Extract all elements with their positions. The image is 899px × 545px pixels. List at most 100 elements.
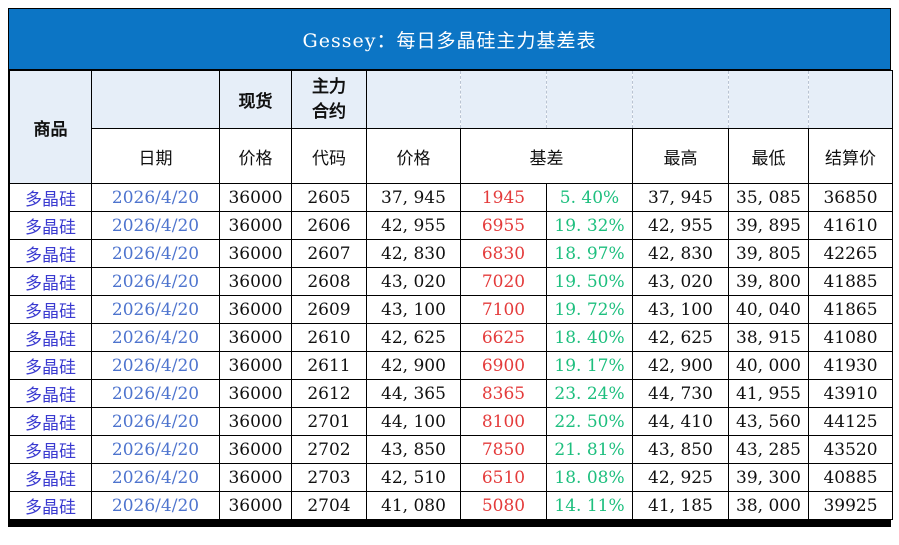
cell-basis: 6625 [460, 323, 547, 352]
cell-price: 43, 100 [366, 295, 461, 324]
cell-code: 2701 [291, 407, 367, 436]
header-area-cell [366, 70, 461, 129]
cell-high: 42, 900 [632, 351, 729, 380]
cell-spot: 36000 [219, 295, 292, 324]
header-row-fields: 日期 价格 代码 价格 基差 最高 最低 结算价 [10, 128, 893, 184]
header-date: 日期 [91, 128, 220, 184]
cell-product: 多晶硅 [9, 407, 92, 436]
header-area-cell [460, 70, 547, 129]
cell-basis: 8365 [460, 379, 547, 408]
cell-high: 37, 945 [632, 183, 729, 212]
cell-price: 41, 080 [366, 491, 461, 520]
cell-high: 44, 410 [632, 407, 729, 436]
cell-price: 43, 850 [366, 435, 461, 464]
cell-price: 42, 510 [366, 463, 461, 492]
header-basis: 基差 [460, 128, 633, 184]
cell-basis: 8100 [460, 407, 547, 436]
cell-price: 42, 955 [366, 211, 461, 240]
cell-product: 多晶硅 [9, 323, 92, 352]
cell-basis: 6900 [460, 351, 547, 380]
cell-low: 39, 800 [728, 267, 809, 296]
cell-spot: 36000 [219, 267, 292, 296]
header-area-cell [808, 70, 893, 129]
header-main-contract-group: 主力合约 [291, 70, 367, 129]
table-title-bar: Gessey：每日多晶硅主力基差表 [9, 9, 890, 70]
cell-basis: 7020 [460, 267, 547, 296]
cell-date: 2026/4/20 [91, 183, 220, 212]
table-body: 多晶硅 2026/4/20 36000 2605 37, 945 1945 5. 40% 37… [9, 183, 893, 520]
header-code: 代码 [291, 128, 367, 184]
cell-basis: 1945 [460, 183, 547, 212]
cell-low: 39, 895 [728, 211, 809, 240]
cell-date: 2026/4/20 [91, 239, 220, 268]
cell-product: 多晶硅 [9, 491, 92, 520]
table-row: 多晶硅 2026/4/20 36000 2608 43, 020 7020 19. 50% 4… [9, 267, 893, 296]
cell-settle: 42265 [808, 239, 893, 268]
cell-basis_pct: 19. 32% [546, 211, 633, 240]
cell-settle: 41885 [808, 267, 893, 296]
cell-code: 2609 [291, 295, 367, 324]
cell-price: 42, 900 [366, 351, 461, 380]
table-row: 多晶硅 2026/4/20 36000 2605 37, 945 1945 5. 40% 37… [9, 183, 893, 212]
cell-product: 多晶硅 [9, 239, 92, 268]
cell-high: 42, 955 [632, 211, 729, 240]
header-empty-cell [91, 70, 220, 129]
cell-settle: 43520 [808, 435, 893, 464]
cell-date: 2026/4/20 [91, 379, 220, 408]
table-row: 多晶硅 2026/4/20 36000 2702 43, 850 7850 21. 81% 4… [9, 435, 893, 464]
cell-product: 多晶硅 [9, 267, 92, 296]
cell-spot: 36000 [219, 463, 292, 492]
cell-date: 2026/4/20 [91, 491, 220, 520]
cell-low: 39, 300 [728, 463, 809, 492]
cell-product: 多晶硅 [9, 463, 92, 492]
cell-basis: 7100 [460, 295, 547, 324]
cell-code: 2606 [291, 211, 367, 240]
cell-date: 2026/4/20 [91, 295, 220, 324]
cell-high: 43, 020 [632, 267, 729, 296]
cell-basis_pct: 22. 50% [546, 407, 633, 436]
cell-product: 多晶硅 [9, 379, 92, 408]
cell-code: 2608 [291, 267, 367, 296]
cell-spot: 36000 [219, 351, 292, 380]
cell-code: 2607 [291, 239, 367, 268]
cell-date: 2026/4/20 [91, 267, 220, 296]
cell-settle: 43910 [808, 379, 893, 408]
cell-settle: 41865 [808, 295, 893, 324]
cell-code: 2610 [291, 323, 367, 352]
table-row: 多晶硅 2026/4/20 36000 2610 42, 625 6625 18. 40% 4… [9, 323, 893, 352]
header-spot-price: 价格 [219, 128, 292, 184]
cell-price: 37, 945 [366, 183, 461, 212]
cell-settle: 36850 [808, 183, 893, 212]
table-row: 多晶硅 2026/4/20 36000 2609 43, 100 7100 19. 72% 4… [9, 295, 893, 324]
cell-basis_pct: 14. 11% [546, 491, 633, 520]
header-low: 最低 [728, 128, 809, 184]
header-area-cell [728, 70, 809, 129]
header-area-cell [546, 70, 633, 129]
cell-price: 42, 625 [366, 323, 461, 352]
cell-price: 43, 020 [366, 267, 461, 296]
cell-date: 2026/4/20 [91, 323, 220, 352]
cell-settle: 41080 [808, 323, 893, 352]
header-area-cell [632, 70, 729, 129]
cell-settle: 44125 [808, 407, 893, 436]
cell-spot: 36000 [219, 211, 292, 240]
cell-spot: 36000 [219, 379, 292, 408]
cell-spot: 36000 [219, 491, 292, 520]
header-settle: 结算价 [808, 128, 893, 184]
cell-product: 多晶硅 [9, 183, 92, 212]
cell-basis_pct: 19. 17% [546, 351, 633, 380]
cell-settle: 39925 [808, 491, 893, 520]
cell-high: 42, 925 [632, 463, 729, 492]
cell-low: 43, 560 [728, 407, 809, 436]
table-row: 多晶硅 2026/4/20 36000 2606 42, 955 6955 19. 32% 4… [9, 211, 893, 240]
cell-product: 多晶硅 [9, 295, 92, 324]
cell-settle: 40885 [808, 463, 893, 492]
cell-date: 2026/4/20 [91, 407, 220, 436]
cell-basis: 7850 [460, 435, 547, 464]
cell-spot: 36000 [219, 407, 292, 436]
cell-basis_pct: 5. 40% [546, 183, 633, 212]
table-row: 多晶硅 2026/4/20 36000 2701 44, 100 8100 22. 50% 4… [9, 407, 893, 436]
cell-product: 多晶硅 [9, 211, 92, 240]
cell-code: 2611 [291, 351, 367, 380]
table-row: 多晶硅 2026/4/20 36000 2612 44, 365 8365 23. 24% 4… [9, 379, 893, 408]
